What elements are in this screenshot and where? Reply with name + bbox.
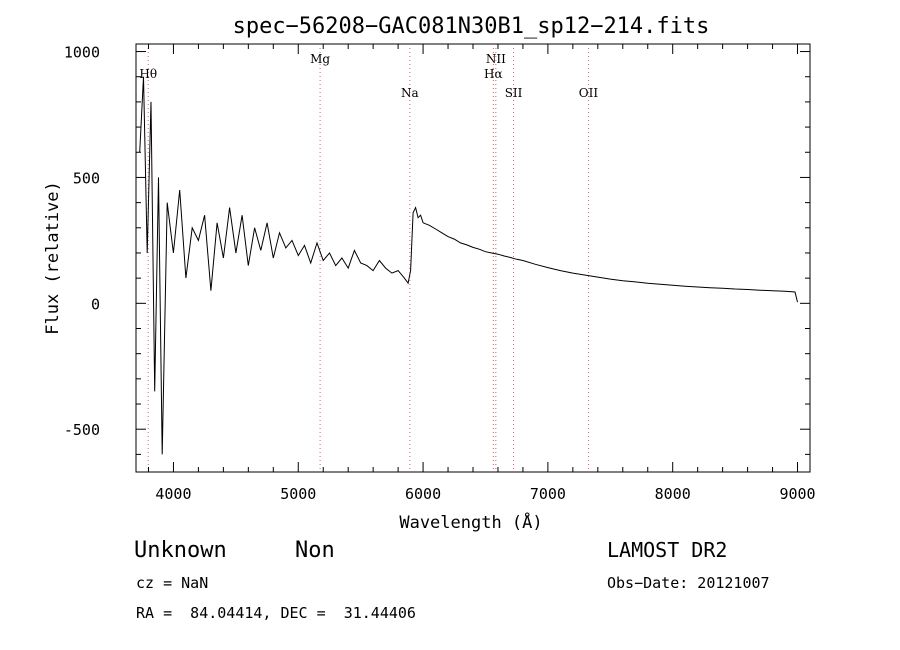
line-marker-label: Hα: [484, 67, 503, 81]
line-marker-label: SII: [505, 86, 523, 100]
line-marker-label: Na: [401, 86, 419, 100]
observation-date: Obs−Date: 20121007: [607, 574, 770, 592]
sky-coordinates: RA = 84.04414, DEC = 31.44406: [136, 604, 416, 622]
y-axis-label: Flux (relative): [43, 181, 63, 335]
chart-title: spec−56208−GAC081N30B1_sp12−214.fits: [233, 14, 710, 39]
spectrum-line: [139, 76, 798, 455]
line-marker-label: Hθ: [139, 67, 157, 81]
axis-ticks: 4000 5000 6000 7000 8000 9000 -500 0 500 1000: [64, 44, 816, 503]
y-tick-label: 0: [91, 295, 100, 313]
x-tick-label: 4000: [155, 485, 191, 503]
object-class: Unknown: [134, 538, 227, 563]
x-tick-label: 8000: [655, 485, 691, 503]
line-marker-label: NII: [486, 52, 506, 66]
y-tick-label: 500: [73, 169, 100, 187]
x-tick-label: 6000: [405, 485, 441, 503]
x-tick-label: 5000: [280, 485, 316, 503]
x-axis-label: Wavelength (Å): [399, 511, 542, 533]
redshift-cz: cz = NaN: [136, 574, 209, 592]
y-tick-label: 1000: [64, 44, 100, 62]
y-tick-label: -500: [64, 421, 100, 439]
x-tick-label: 7000: [530, 485, 566, 503]
survey-name: LAMOST DR2: [607, 538, 728, 562]
object-subclass: Non: [295, 538, 335, 563]
line-marker-label: Mg: [310, 52, 330, 66]
x-tick-label: 9000: [779, 485, 815, 503]
line-marker-label: OII: [579, 86, 599, 100]
plot-frame: [135, 43, 811, 473]
